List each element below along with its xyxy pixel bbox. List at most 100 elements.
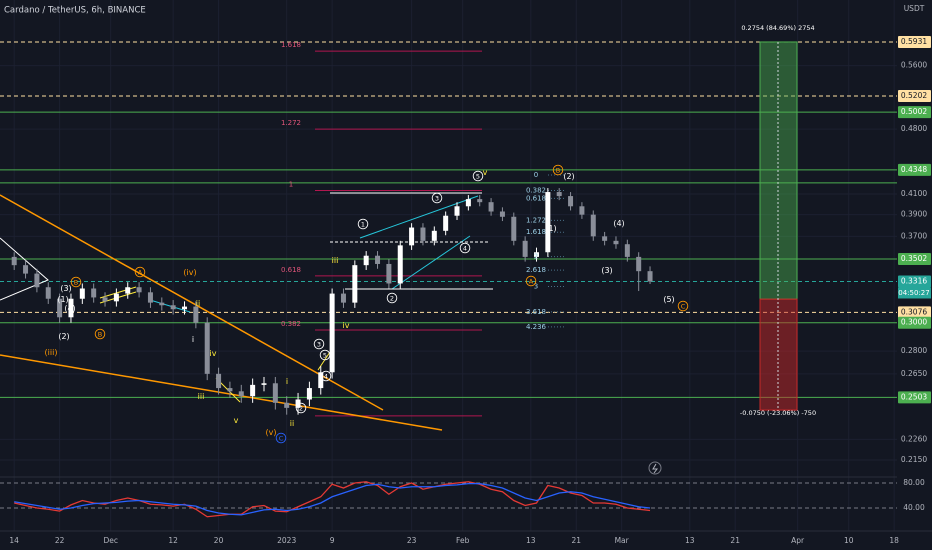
wave-label: iv	[343, 321, 350, 330]
fib-ext-label: 2.618	[526, 266, 546, 274]
wave-circle	[459, 242, 471, 254]
fib-ext-label: 3	[534, 282, 538, 290]
wave-label: 3	[317, 341, 321, 349]
level-label: 0.5931	[901, 37, 927, 46]
wedge-line	[149, 299, 191, 313]
candle-body	[499, 211, 505, 217]
wave-circle	[320, 370, 332, 382]
level-label: 0.3502	[901, 254, 927, 263]
candle-body	[113, 293, 119, 302]
candle-body	[386, 263, 392, 284]
x-tick-label: 18	[889, 536, 899, 545]
wave-label: iii	[332, 256, 339, 265]
level-label-box	[898, 89, 931, 102]
level-label: 0.5002	[901, 107, 927, 116]
wave-label: C	[681, 303, 686, 311]
level-label: 0.3316	[901, 276, 927, 285]
candle-body	[568, 196, 574, 207]
level-label: 0.3000	[901, 318, 927, 327]
fib-label: 1	[289, 180, 293, 188]
countdown: 04:50:27	[898, 289, 929, 297]
candle-body	[522, 240, 528, 257]
candle-body	[431, 230, 437, 241]
channel-line	[391, 235, 471, 290]
wave-label: (2)	[563, 172, 574, 181]
wave-label: ii	[290, 419, 294, 428]
x-tick-label: 10	[844, 536, 854, 545]
wave-circle	[295, 402, 307, 414]
fib-ext-label: 0.382	[526, 186, 546, 194]
candle-body	[182, 306, 188, 310]
candle-body	[318, 372, 324, 389]
annotations: 1.6181.27210.6180.38200.3820.6181.2721.6…	[45, 24, 816, 444]
axes: Cardano / TetherUS, 6h, BINANCE USDT 1 4 2…	[0, 4, 932, 545]
level-label-box	[898, 275, 931, 288]
wave-label: B	[556, 167, 560, 175]
level-label: 0.3076	[901, 307, 927, 316]
wave-label: (5)	[663, 295, 674, 304]
candle-body	[147, 292, 153, 303]
wave-label: 2	[299, 405, 303, 413]
wave-label: B	[74, 279, 78, 287]
candle-body	[68, 298, 74, 318]
candle-body	[91, 288, 97, 298]
wave-label: 4	[324, 373, 328, 381]
wave-circle	[70, 276, 82, 288]
candle-body	[216, 373, 222, 389]
y-tick-label: 0.2150	[901, 455, 927, 464]
wave-label: 5	[476, 173, 480, 181]
wave-label: 4	[463, 245, 467, 253]
candle-body	[11, 256, 17, 266]
wave-label: A	[138, 269, 143, 277]
fib-ext-label: 0	[534, 171, 538, 179]
x-tick-label: 20	[214, 536, 224, 545]
candle-body	[284, 402, 290, 408]
x-tick-label: 13	[685, 536, 695, 545]
target-label: 0.2754 (84.69%) 2754	[741, 24, 814, 32]
wave-label: A	[529, 278, 534, 286]
level-label-box	[898, 106, 931, 119]
y-tick-label: 0.4800	[901, 124, 927, 133]
candle-body	[261, 383, 267, 385]
currency: USDT	[904, 4, 925, 13]
candle-body	[409, 227, 415, 246]
candle-body	[454, 206, 460, 216]
fib-ext-label: 0.618	[526, 194, 546, 202]
x-tick-label: 22	[55, 536, 65, 545]
wave-label: (iii)	[45, 348, 58, 357]
wave-circle	[472, 170, 484, 182]
wave-circle	[431, 192, 443, 204]
candle-body	[488, 202, 494, 212]
wave-label: (4)	[64, 304, 75, 313]
wave-circle	[94, 328, 106, 340]
y-tick-label: 0.2650	[901, 369, 927, 378]
x-tick-label: 23	[407, 536, 417, 545]
wave-label: (iv)	[183, 268, 196, 277]
wave-label: (1)	[545, 224, 556, 233]
fib-label: 0.618	[281, 266, 301, 274]
alert-icon[interactable]	[648, 461, 662, 475]
levels	[0, 41, 897, 417]
candle-body	[465, 199, 471, 207]
candle-body	[125, 287, 131, 294]
symbol-title: Cardano / TetherUS, 6h, BINANCE	[4, 6, 146, 16]
candle-body	[352, 265, 358, 303]
fib-label: 0.382	[281, 320, 301, 328]
x-tick-label: 21	[571, 536, 581, 545]
level-label-box	[898, 163, 931, 176]
x-tick-label: 13	[526, 536, 536, 545]
candle-body	[45, 287, 51, 299]
candle-body	[340, 293, 346, 303]
y-tick-label: 0.4100	[901, 189, 927, 198]
wave-label: ii	[196, 299, 200, 308]
candle-body	[397, 245, 403, 284]
marks	[11, 188, 653, 518]
wave-label: v	[483, 168, 488, 177]
wave-label: iii	[198, 392, 205, 401]
wave-label: C	[279, 435, 284, 443]
level-label-box	[898, 316, 931, 329]
wave-circle	[677, 300, 689, 312]
rsi-tick-label: 40.00	[903, 503, 925, 512]
grid	[0, 0, 897, 531]
